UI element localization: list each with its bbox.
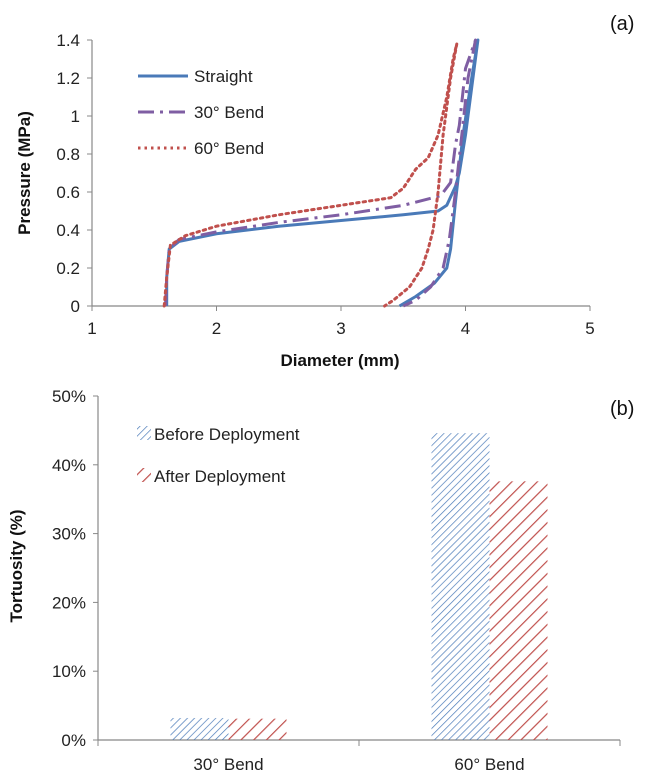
- legend-swatch-b: [137, 468, 151, 482]
- bar-0-0: [170, 717, 229, 740]
- legend-label: Straight: [194, 67, 253, 86]
- x-tick-label: 2: [212, 319, 221, 338]
- x-tick-label: 1: [87, 319, 96, 338]
- series-line-0: [165, 38, 480, 308]
- y-tick-label: 1: [71, 107, 80, 126]
- y-tick-label-b: 0%: [61, 731, 86, 750]
- y-tick-label-b: 50%: [52, 387, 86, 406]
- bar-1-0: [228, 718, 287, 740]
- y-tick-label: 1.4: [56, 31, 80, 50]
- x-tick-label: 4: [461, 319, 470, 338]
- legend-label-b: After Deployment: [154, 467, 286, 486]
- category-label: 30° Bend: [193, 755, 263, 774]
- y-tick-label-b: 40%: [52, 456, 86, 475]
- pressure-diameter-chart: 0 0.2 0.4 0.6 0.8 1 1.2 1.4 1 2 3 4 5 Straight 30° B…: [15, 13, 634, 370]
- y-tick-label: 0: [71, 297, 80, 316]
- legend-label-b: Before Deployment: [154, 425, 300, 444]
- bar-1-1: [489, 481, 548, 740]
- x-axis-title: Diameter (mm): [280, 351, 399, 370]
- legend-label: 60° Bend: [194, 139, 264, 158]
- y-tick-label: 0.8: [56, 145, 80, 164]
- series-line-2: [162, 42, 459, 308]
- tortuosity-bar-chart: 0% 10% 20% 30% 40% 50% 30° Bend 60° Bend Befor…: [7, 387, 634, 774]
- legend-swatch-b: [137, 426, 151, 440]
- y-tick-label: 0.6: [56, 183, 80, 202]
- y-axis-title-b: Tortuosity (%): [7, 509, 26, 622]
- legend-label: 30° Bend: [194, 103, 264, 122]
- y-tick-label-b: 30%: [52, 525, 86, 544]
- y-tick-label: 0.2: [56, 259, 80, 278]
- category-label: 60° Bend: [454, 755, 524, 774]
- y-tick-label: 1.2: [56, 69, 80, 88]
- y-tick-label-b: 10%: [52, 662, 86, 681]
- series-line-1: [164, 38, 477, 308]
- x-tick-label: 5: [585, 319, 594, 338]
- panel-label-b: (b): [610, 398, 634, 420]
- x-tick-label: 3: [336, 319, 345, 338]
- panel-label-a: (a): [610, 13, 634, 35]
- y-tick-label-b: 20%: [52, 593, 86, 612]
- y-axis-title: Pressure (MPa): [15, 111, 34, 235]
- bar-0-1: [431, 433, 490, 740]
- y-tick-label: 0.4: [56, 221, 80, 240]
